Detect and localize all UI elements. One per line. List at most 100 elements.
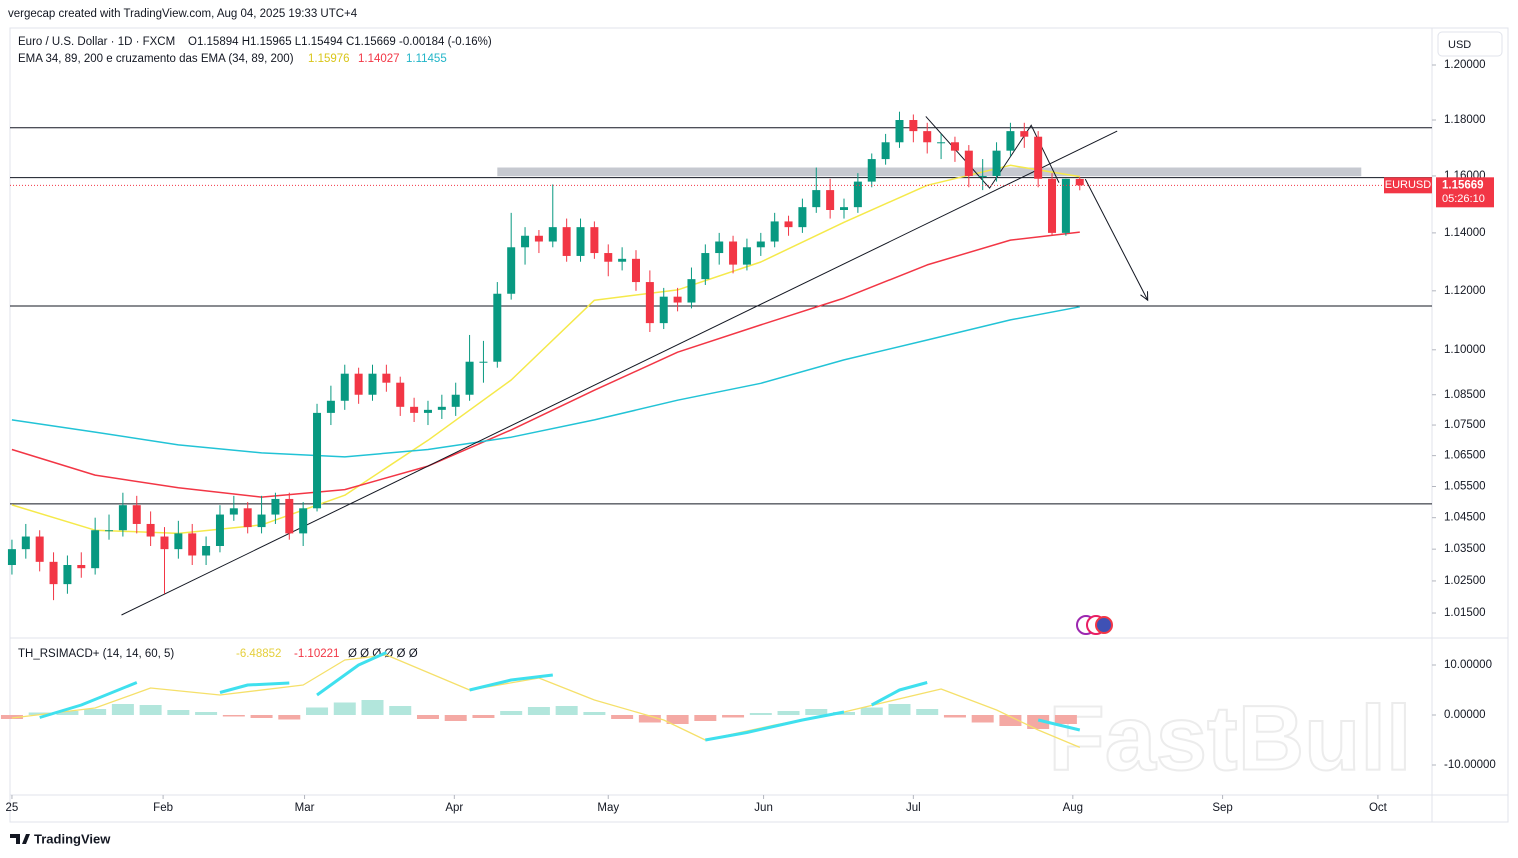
resistance-zone — [497, 167, 1362, 177]
candle-body — [895, 120, 904, 143]
candle-body — [91, 530, 100, 569]
candle-body — [243, 508, 252, 528]
candle-body — [978, 175, 987, 177]
histogram-bar — [916, 709, 939, 715]
candle-body — [21, 536, 30, 550]
x-tick-label: Jun — [754, 802, 773, 814]
histogram-bar — [28, 712, 51, 715]
candle-body — [451, 394, 460, 407]
indicator-line — [11, 654, 1081, 748]
candle-body — [354, 373, 363, 395]
candle-body — [798, 207, 807, 228]
candle-body — [1034, 136, 1043, 179]
candle-body — [604, 253, 613, 262]
histogram-bar — [167, 710, 190, 715]
candle-body — [299, 508, 308, 534]
event-icons[interactable] — [1076, 615, 1113, 635]
candle-body — [174, 533, 183, 550]
candle-body — [77, 565, 86, 569]
brand: TradingView — [34, 831, 111, 846]
indicator-line — [39, 651, 1081, 742]
candle-body — [964, 150, 973, 176]
y-tick-label: 1.06500 — [1444, 450, 1486, 462]
y-tick-label: 1.07500 — [1444, 419, 1486, 431]
candle-body — [521, 235, 530, 248]
candle-body — [382, 373, 391, 383]
candle-body — [423, 409, 432, 413]
candle-body — [1061, 178, 1070, 233]
candle-body — [479, 361, 488, 363]
x-tick-label: Aug — [1063, 802, 1083, 814]
x-tick-label: Apr — [445, 802, 463, 814]
candle-body — [493, 293, 502, 362]
candle-body — [826, 190, 835, 210]
candle-body — [188, 533, 197, 556]
histogram-bar — [444, 715, 467, 721]
currency-button[interactable] — [1437, 31, 1503, 57]
candle-body — [340, 373, 349, 401]
histogram-bar — [389, 706, 412, 715]
histogram-bar — [722, 715, 745, 718]
histogram-bar — [888, 704, 911, 715]
candle-body — [840, 207, 849, 210]
histogram-bar — [416, 715, 439, 719]
candle-body — [1048, 178, 1057, 233]
candle-body — [105, 530, 114, 532]
candle-body — [465, 361, 474, 395]
candle-body — [659, 296, 668, 324]
credit: vergecap created with TradingView.com, A… — [8, 8, 358, 20]
candle-body — [729, 241, 738, 265]
histogram-bar — [500, 711, 523, 715]
histogram-bar — [999, 715, 1022, 726]
candle-body — [285, 498, 294, 534]
x-tick-label: Oct — [1369, 802, 1388, 814]
histogram-bar — [860, 707, 883, 715]
candle-body — [271, 498, 280, 515]
candle-body — [742, 247, 751, 265]
histogram-bar — [638, 715, 661, 723]
indicator-value: -6.48852 — [236, 648, 281, 660]
x-tick-label: Sep — [1212, 802, 1232, 814]
histogram-bar — [56, 711, 79, 715]
y-tick-label: 1.03500 — [1444, 543, 1486, 555]
indicator-line — [11, 231, 1080, 498]
candle-body — [562, 227, 571, 256]
candle-body — [118, 505, 127, 531]
candle-body — [1075, 178, 1084, 186]
histogram-bar — [84, 709, 107, 715]
candle-body — [49, 561, 58, 585]
histogram-bar — [694, 715, 717, 721]
candle-body — [160, 536, 169, 550]
candle-body — [437, 406, 446, 410]
candle-body — [909, 120, 918, 132]
indicator-line — [11, 306, 1080, 458]
symbol-tag — [1384, 177, 1432, 194]
candle-body — [715, 241, 724, 254]
x-tick-label: May — [597, 802, 619, 814]
histogram-bar — [805, 709, 828, 715]
y-tick-label: 1.12000 — [1444, 285, 1486, 297]
histogram-bar — [555, 706, 578, 715]
y-tick-label: 1.10000 — [1444, 344, 1486, 356]
price-tag — [1436, 177, 1494, 208]
x-tick-label: 25 — [6, 802, 19, 814]
candle-body — [507, 247, 516, 294]
last-price: 1.15669 — [1442, 179, 1484, 191]
histogram-bar — [306, 707, 329, 715]
trendline — [121, 130, 1118, 616]
x-tick-label: Mar — [295, 802, 315, 814]
histogram-bar — [139, 705, 162, 715]
candle-body — [202, 545, 211, 556]
y-tick-label: 10.00000 — [1444, 659, 1492, 671]
histogram-bar — [361, 700, 384, 715]
candle-body — [257, 514, 266, 528]
y-tick-label: 1.05500 — [1444, 481, 1486, 493]
currency[interactable]: USD — [1448, 39, 1471, 51]
histogram-bar — [583, 712, 606, 715]
forecast-arrow — [1084, 178, 1149, 301]
candle-body — [687, 279, 696, 303]
candle-body — [326, 400, 335, 413]
candle-body — [7, 549, 16, 566]
